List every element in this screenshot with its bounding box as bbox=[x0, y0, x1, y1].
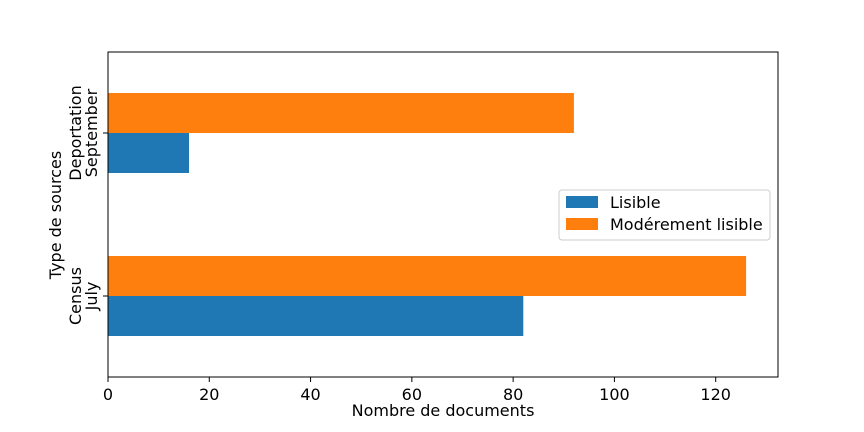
y-axis-label: Type de sources bbox=[46, 151, 65, 280]
x-axis-label: Nombre de documents bbox=[352, 401, 535, 420]
y-tick-label: July bbox=[82, 282, 101, 312]
bars-layer bbox=[108, 93, 747, 336]
x-tick-label: 0 bbox=[103, 385, 113, 404]
x-tick-label: 20 bbox=[199, 385, 219, 404]
x-tick-label: 60 bbox=[402, 385, 422, 404]
y-tick-label: September bbox=[82, 88, 101, 177]
x-ticks: 0 20 40 60 80 100 120 bbox=[103, 377, 731, 404]
legend: Lisible Modérement lisible bbox=[558, 189, 771, 241]
bar-lisible-census-july bbox=[108, 296, 524, 336]
legend-swatch bbox=[566, 196, 598, 208]
legend-box bbox=[558, 189, 771, 241]
legend-label: Lisible bbox=[610, 193, 661, 212]
x-tick-label: 80 bbox=[503, 385, 523, 404]
legend-swatch bbox=[566, 218, 598, 230]
y-tick-label: Deportation bbox=[66, 85, 85, 180]
y-tick-label: Census bbox=[66, 267, 85, 325]
x-tick-label: 100 bbox=[599, 385, 630, 404]
legend-label: Modérement lisible bbox=[610, 215, 763, 234]
x-tick-label: 40 bbox=[300, 385, 320, 404]
bar-lisible-deportation-september bbox=[108, 133, 190, 173]
bar-mod-rement-lisible-deportation-september bbox=[108, 93, 574, 133]
plot-frame bbox=[107, 51, 779, 378]
bar-mod-rement-lisible-census-july bbox=[108, 256, 747, 296]
x-tick-label: 120 bbox=[700, 385, 731, 404]
